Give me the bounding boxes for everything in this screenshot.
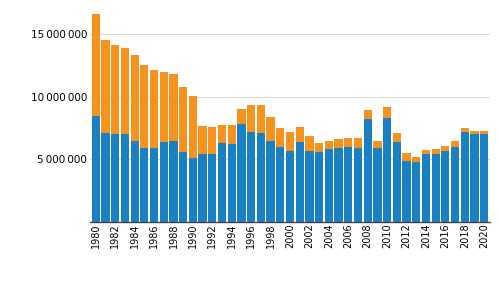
- Bar: [296, 127, 304, 142]
- Bar: [402, 153, 410, 160]
- Bar: [306, 151, 314, 222]
- Bar: [130, 141, 139, 222]
- Bar: [160, 142, 168, 222]
- Bar: [374, 140, 382, 148]
- Bar: [170, 140, 177, 222]
- Bar: [451, 140, 459, 147]
- Bar: [315, 143, 324, 152]
- Bar: [256, 133, 265, 222]
- Bar: [140, 148, 148, 222]
- Bar: [296, 142, 304, 222]
- Bar: [383, 118, 391, 222]
- Bar: [266, 117, 274, 140]
- Bar: [92, 14, 100, 116]
- Bar: [150, 71, 158, 148]
- Bar: [412, 157, 420, 162]
- Bar: [266, 140, 274, 222]
- Bar: [130, 55, 139, 141]
- Bar: [286, 132, 294, 151]
- Bar: [412, 162, 420, 222]
- Bar: [121, 134, 129, 222]
- Bar: [441, 146, 450, 151]
- Bar: [198, 125, 206, 154]
- Bar: [364, 119, 372, 222]
- Bar: [306, 136, 314, 151]
- Bar: [470, 131, 478, 134]
- Bar: [383, 107, 391, 118]
- Bar: [160, 72, 168, 142]
- Bar: [121, 48, 129, 134]
- Bar: [208, 154, 216, 222]
- Bar: [150, 148, 158, 222]
- Bar: [228, 125, 236, 144]
- Bar: [441, 151, 450, 222]
- Bar: [198, 154, 206, 222]
- Bar: [354, 138, 362, 148]
- Bar: [432, 154, 440, 222]
- Bar: [422, 154, 430, 222]
- Bar: [460, 128, 469, 132]
- Bar: [315, 152, 324, 222]
- Bar: [276, 147, 284, 222]
- Bar: [286, 151, 294, 222]
- Bar: [140, 66, 148, 148]
- Bar: [111, 134, 120, 222]
- Bar: [256, 106, 265, 133]
- Bar: [179, 87, 188, 152]
- Bar: [218, 125, 226, 143]
- Bar: [451, 147, 459, 222]
- Bar: [344, 147, 352, 222]
- Bar: [238, 124, 246, 222]
- Bar: [364, 111, 372, 119]
- Bar: [208, 127, 216, 154]
- Bar: [344, 138, 352, 147]
- Bar: [480, 131, 488, 134]
- Bar: [374, 148, 382, 222]
- Bar: [392, 142, 401, 222]
- Bar: [470, 134, 478, 222]
- Bar: [170, 74, 177, 140]
- Bar: [402, 160, 410, 222]
- Bar: [218, 143, 226, 222]
- Bar: [247, 106, 256, 132]
- Bar: [324, 140, 333, 149]
- Bar: [102, 133, 110, 222]
- Bar: [247, 132, 256, 222]
- Bar: [111, 45, 120, 134]
- Bar: [354, 148, 362, 222]
- Bar: [189, 96, 197, 158]
- Bar: [238, 109, 246, 124]
- Bar: [102, 40, 110, 133]
- Bar: [324, 149, 333, 222]
- Bar: [480, 134, 488, 222]
- Bar: [189, 158, 197, 222]
- Bar: [276, 128, 284, 147]
- Bar: [460, 132, 469, 222]
- Bar: [92, 116, 100, 222]
- Bar: [432, 149, 440, 154]
- Bar: [334, 139, 342, 148]
- Bar: [228, 144, 236, 222]
- Bar: [179, 152, 188, 222]
- Bar: [334, 148, 342, 222]
- Bar: [422, 150, 430, 154]
- Bar: [392, 133, 401, 142]
